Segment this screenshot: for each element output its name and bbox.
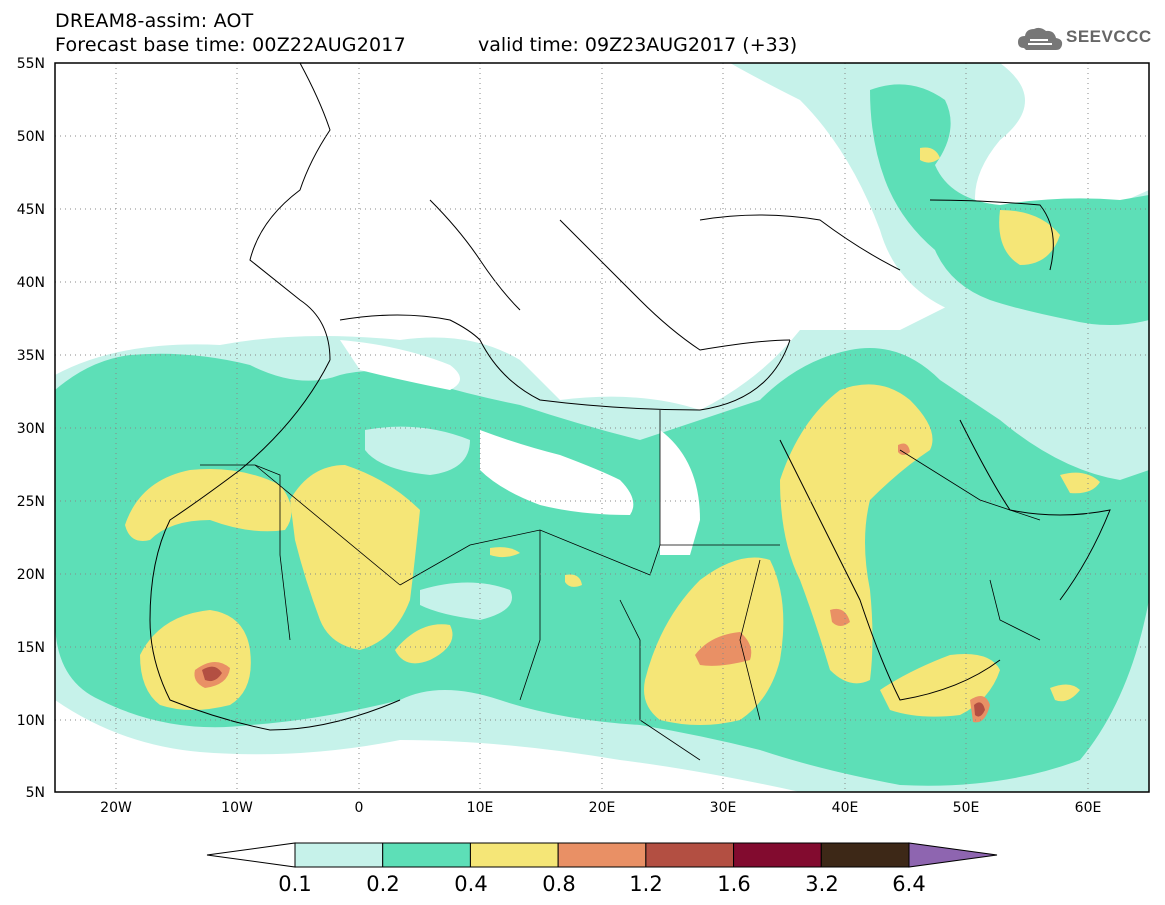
lat-label: 5N (26, 785, 45, 801)
lat-label: 25N (17, 494, 45, 510)
colorbar-label: 0.2 (366, 872, 400, 896)
colorbar-swatch (382, 842, 471, 868)
lat-label: 35N (17, 348, 45, 364)
lat-label: 40N (17, 275, 45, 291)
lon-label: 60E (1075, 800, 1102, 816)
aot-field (55, 63, 1149, 792)
lat-label: 15N (17, 640, 45, 656)
valid-time: valid time: 09Z23AUG2017 (+33) (478, 34, 798, 56)
lon-label: 10W (221, 800, 253, 816)
lon-label: 20W (100, 800, 132, 816)
lon-label: 40E (832, 800, 859, 816)
colorbar-label: 0.4 (454, 872, 488, 896)
lon-label: 20E (589, 800, 616, 816)
lon-label: 50E (953, 800, 980, 816)
colorbar-label: 0.8 (542, 872, 576, 896)
colorbar-label: 0.1 (278, 872, 312, 896)
lon-label: 10E (467, 800, 494, 816)
colorbar-swatch (469, 842, 559, 868)
lat-label: 10N (17, 713, 45, 729)
colorbar-swatch (294, 842, 384, 868)
borders (200, 410, 1041, 761)
cloud-logo-icon (1018, 27, 1063, 50)
colorbar-label: 1.2 (629, 872, 663, 896)
lat-label: 30N (17, 421, 45, 437)
coastlines (149, 63, 1111, 731)
colorbar-swatch (557, 842, 647, 868)
lat-label: 55N (17, 56, 45, 72)
lat-label: 20N (17, 567, 45, 583)
colorbar-label: 3.2 (805, 872, 839, 896)
aot-level-0.4 (125, 147, 1100, 725)
lon-label: 0 (355, 800, 364, 816)
colorbar-swatch (645, 842, 735, 868)
lon-labels: 20W 10W 0 10E 20E 30E 40E 50E 60E (100, 800, 1101, 816)
lat-label: 45N (17, 202, 45, 218)
aot-low-areas (340, 340, 700, 555)
colorbar-label: 6.4 (892, 872, 926, 896)
colorbar-swatch (733, 842, 822, 868)
lat-labels: 55N 50N 45N 40N 35N 30N 25N 20N 15N 10N … (17, 56, 45, 801)
forecast-base-time: Forecast base time: 00Z22AUG2017 (55, 34, 406, 56)
aot-level-1.2 (202, 666, 985, 717)
colorbar-swatch (820, 842, 910, 868)
colorbar-swatch-min (206, 842, 296, 868)
colorbar-label: 1.6 (717, 872, 751, 896)
map-frame (54, 62, 1150, 793)
logo-text: SEEVCCC (1066, 27, 1152, 46)
title-line-1: DREAM8-assim: AOT (55, 10, 254, 32)
lat-label: 50N (17, 129, 45, 145)
colorbar (206, 842, 998, 868)
colorbar-swatch-max (908, 842, 998, 868)
lon-label: 30E (710, 800, 737, 816)
